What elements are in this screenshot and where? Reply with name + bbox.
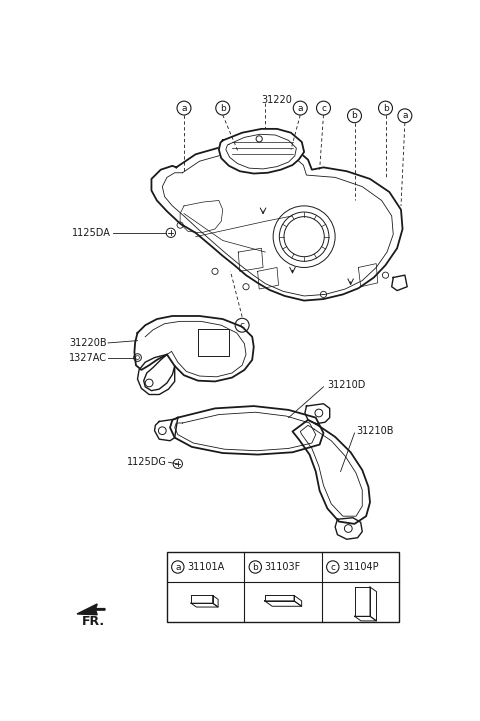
Polygon shape: [355, 616, 376, 621]
Text: a: a: [298, 104, 303, 112]
Text: 1125DG: 1125DG: [127, 457, 167, 467]
Text: b: b: [220, 104, 226, 112]
Text: 1125DA: 1125DA: [72, 228, 110, 238]
Text: FR.: FR.: [82, 615, 105, 628]
Polygon shape: [392, 275, 407, 291]
Text: 31220: 31220: [262, 95, 292, 105]
Text: b: b: [252, 562, 258, 572]
Polygon shape: [77, 604, 105, 615]
Polygon shape: [219, 129, 304, 174]
Polygon shape: [137, 355, 175, 394]
Text: 31104P: 31104P: [342, 562, 379, 572]
Text: b: b: [383, 104, 388, 112]
Text: 31103F: 31103F: [264, 562, 301, 572]
Polygon shape: [264, 596, 294, 601]
Text: a: a: [402, 111, 408, 120]
Polygon shape: [198, 329, 229, 356]
Text: 31210B: 31210B: [356, 427, 394, 436]
Text: b: b: [352, 111, 358, 120]
Text: 31101A: 31101A: [187, 562, 224, 572]
Polygon shape: [191, 596, 213, 603]
Polygon shape: [134, 316, 254, 381]
Polygon shape: [155, 417, 178, 441]
Polygon shape: [152, 141, 403, 301]
Polygon shape: [305, 404, 330, 424]
Polygon shape: [170, 406, 324, 454]
Polygon shape: [335, 518, 362, 539]
Text: c: c: [321, 104, 326, 112]
Text: a: a: [181, 104, 187, 112]
Polygon shape: [355, 587, 370, 616]
Polygon shape: [370, 587, 376, 621]
Polygon shape: [191, 603, 218, 607]
Polygon shape: [213, 596, 218, 607]
Polygon shape: [294, 596, 301, 606]
Text: c: c: [240, 321, 245, 329]
Text: 31220B: 31220B: [69, 338, 107, 348]
Polygon shape: [264, 601, 301, 606]
Text: 1327AC: 1327AC: [69, 353, 107, 363]
Text: a: a: [175, 562, 180, 572]
Bar: [167, 552, 399, 622]
Polygon shape: [292, 420, 370, 524]
Text: c: c: [330, 562, 336, 572]
Text: 31210D: 31210D: [327, 380, 366, 390]
